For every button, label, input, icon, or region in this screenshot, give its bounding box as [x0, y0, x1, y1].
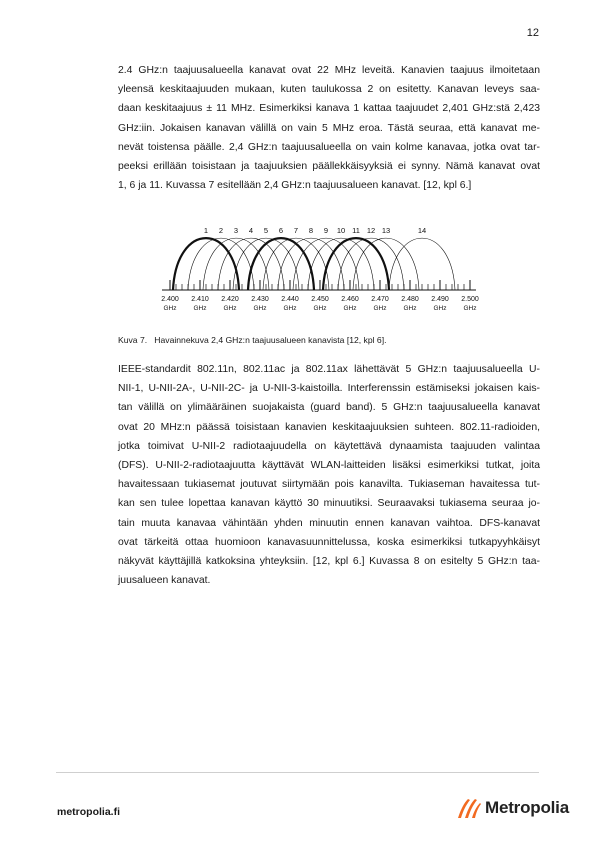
frequency-unit-label: GHz: [314, 305, 327, 312]
text-line: juusalueen kanavat.: [118, 575, 211, 587]
channel-curve: [171, 237, 241, 291]
text-line: daan keskitaajuus ± 11 MHz. Esimerkiksi …: [118, 103, 540, 115]
frequency-tick-label: 2.480: [401, 296, 419, 303]
channel-curve: [292, 238, 360, 291]
frequency-tick-label: 2.420: [221, 296, 239, 303]
frequency-tick-label: 2.470: [371, 296, 389, 303]
frequency-tick-label: 2.410: [191, 296, 209, 303]
metropolia-logo: Metropolia: [456, 797, 569, 819]
frequency-tick-label: 2.450: [311, 296, 329, 303]
frequency-tick-label: 2.430: [251, 296, 269, 303]
frequency-unit-label: GHz: [224, 305, 237, 312]
metropolia-logo-icon: [458, 799, 481, 818]
channel-curve: [232, 238, 300, 291]
text-line: peeksi erillään toisistaan ja taajuuksie…: [118, 161, 540, 173]
text-line: kan sen tulee lopettaa kanavan käyttö 30…: [118, 498, 540, 510]
text-line: näkyvät käyttäjillä katkoksina yhteyksii…: [118, 556, 540, 568]
footer-url: metropolia.fi: [57, 806, 121, 818]
text-line: tan välillä on ylimääräinen suojakaista …: [118, 402, 540, 414]
channel-curve: [187, 238, 255, 291]
channel-curve: [202, 238, 270, 291]
channel-overlap-figure: 2.400 GHz 2.410 GHz 2.420 GHz 2.430 GHz 2.440 GHz…: [150, 222, 490, 322]
text-line: havaitessaan tukiasemat joutuvat siirtym…: [118, 479, 540, 491]
frequency-unit-label: GHz: [344, 305, 357, 312]
text-line: ovat 20 MHz:n päässä toisistaan kanavien…: [118, 421, 540, 433]
figure-caption: Kuva 7. Havainnekuva 2,4 GHz:n taajuusal…: [118, 335, 387, 345]
channel-number-label: 5: [264, 226, 268, 235]
channel-number-label: 14: [418, 226, 426, 235]
channel-curve: [277, 238, 345, 291]
paragraph-5ghz-channels: IEEE-standardit 802.11n, 802.11ac ja 802…: [118, 360, 540, 590]
frequency-unit-label: GHz: [434, 305, 447, 312]
channel-curve: [262, 238, 330, 291]
frequency-tick-label: 2.440: [281, 296, 299, 303]
page-number: 12: [526, 27, 539, 39]
channel-curve: [388, 238, 456, 291]
channel-curve: [217, 238, 285, 291]
frequency-unit-label: GHz: [254, 305, 267, 312]
channel-number-label: 12: [367, 226, 375, 235]
frequency-unit-label: GHz: [404, 305, 417, 312]
frequency-tick-label: 2.490: [431, 296, 449, 303]
text-line: GHz:iin. Jokaisen kanavan välillä on vai…: [118, 122, 540, 134]
frequency-unit-label: GHz: [164, 305, 177, 312]
frequency-tick-label: 2.400: [161, 296, 179, 303]
text-line: 2.4 GHz:n taajuusalueella kanavat ovat 2…: [118, 65, 540, 76]
channel-curve: [307, 238, 375, 291]
channel-number-label: 13: [382, 226, 390, 235]
text-line: jotka toimivat U-NII-2 radiotaajuudella …: [118, 440, 540, 452]
channel-number-label: 9: [324, 226, 328, 235]
paragraph-2-4ghz-channels: 2.4 GHz:n taajuusalueella kanavat ovat 2…: [118, 61, 540, 195]
channel-number-label: 8: [309, 226, 313, 235]
text-line: NII-1, U-NII-2A-, U-NII-2C- ja U-NII-3-k…: [118, 383, 540, 395]
channel-number-label: 3: [234, 226, 238, 235]
channel-curve: [352, 238, 420, 291]
channel-number-label: 10: [337, 226, 345, 235]
channel-curve: [337, 238, 405, 291]
channel-curve: [321, 237, 391, 291]
frequency-unit-label: GHz: [194, 305, 207, 312]
frequency-tick-label: 2.460: [341, 296, 359, 303]
channel-overlap-diagram: 2.400 GHz 2.410 GHz 2.420 GHz 2.430 GHz 2.440 GHz…: [161, 226, 479, 312]
text-line: (DFS). U-NII-2-radiotaajuutta käyttävät …: [118, 460, 540, 472]
frequency-tick-label: 2.500: [461, 296, 479, 303]
channel-number-label: 6: [279, 226, 283, 235]
text-line: yleensä keskitaajuuden mukaan, kuten tau…: [118, 84, 540, 96]
frequency-unit-label: GHz: [464, 305, 477, 312]
frequency-unit-label: GHz: [284, 305, 297, 312]
text-line: IEEE-standardit 802.11n, 802.11ac ja 802…: [118, 364, 540, 375]
channel-number-label: 7: [294, 226, 298, 235]
channel-number-label: 2: [219, 226, 223, 235]
text-line: tain muuta kanavaa vähintään yhden minuu…: [118, 517, 540, 529]
text-line: nevät toistensa päälle. 2,4 GHz:n taajuu…: [118, 141, 540, 153]
channel-number-label: 11: [352, 226, 360, 235]
channel-curve: [246, 237, 316, 291]
channel-number-label: 4: [249, 226, 253, 235]
frequency-unit-label: GHz: [374, 305, 387, 312]
text-line: ovat tärkeitä ottaa huomioon kanavasuunn…: [118, 536, 540, 548]
text-line: 1, 6 ja 11. Kuvassa 7 esitellään 2,4 GHz…: [118, 180, 472, 192]
footer-divider: [56, 772, 539, 773]
channel-number-label: 1: [204, 226, 208, 235]
metropolia-logo-text: Metropolia: [485, 798, 569, 817]
